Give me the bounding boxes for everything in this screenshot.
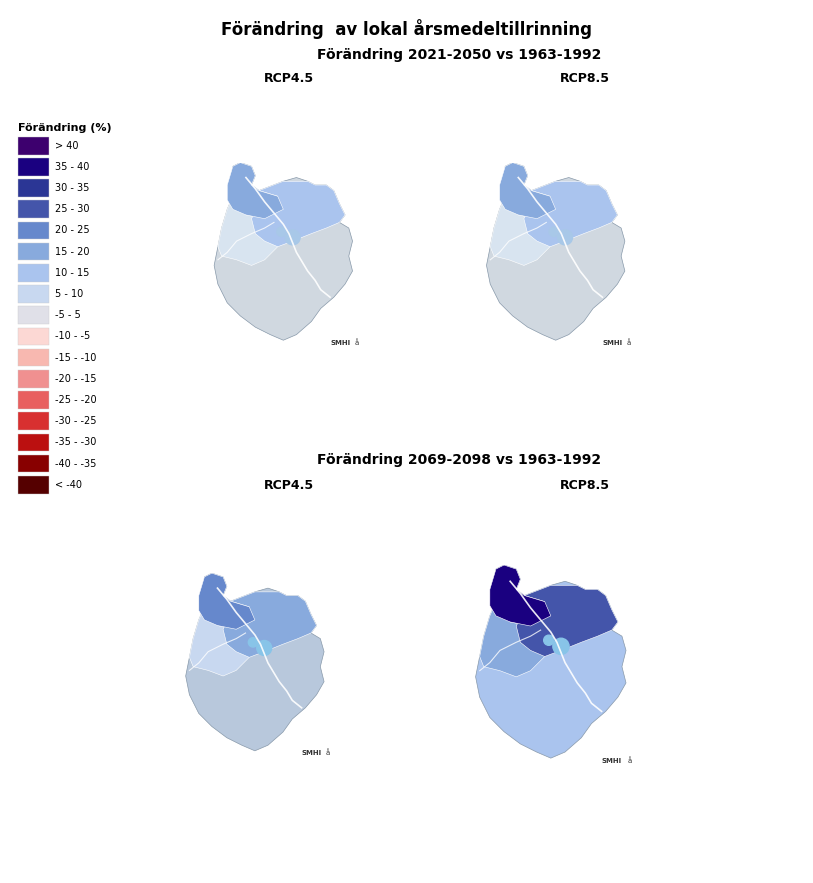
Text: 10 - 15: 10 - 15 (55, 268, 89, 278)
Text: å: å (627, 339, 631, 346)
Text: -10 - -5: -10 - -5 (55, 331, 90, 342)
Text: SMHI: SMHI (330, 340, 350, 346)
Text: å: å (326, 750, 330, 757)
Text: -35 - -30: -35 - -30 (55, 437, 97, 448)
Text: SMHI: SMHI (302, 751, 322, 757)
Text: å: å (354, 339, 359, 346)
Text: -20 - -15: -20 - -15 (55, 374, 97, 384)
Text: 30 - 35: 30 - 35 (55, 183, 89, 193)
Text: 35 - 40: 35 - 40 (55, 162, 89, 172)
Circle shape (248, 638, 258, 647)
Text: RCP8.5: RCP8.5 (560, 479, 611, 492)
Circle shape (558, 230, 572, 245)
Text: -30 - -25: -30 - -25 (55, 416, 97, 426)
Circle shape (285, 230, 300, 245)
Polygon shape (223, 592, 316, 657)
Text: SMHI: SMHI (602, 340, 623, 346)
Polygon shape (490, 196, 556, 266)
Text: Förändring 2021-2050 vs 1963-1992: Förändring 2021-2050 vs 1963-1992 (317, 48, 602, 62)
Polygon shape (516, 585, 618, 656)
Text: RCP8.5: RCP8.5 (560, 72, 611, 86)
Text: RCP4.5: RCP4.5 (263, 479, 314, 492)
Text: > 40: > 40 (55, 140, 79, 151)
Polygon shape (480, 601, 550, 677)
Polygon shape (476, 565, 626, 758)
Text: -5 - 5: -5 - 5 (55, 310, 81, 321)
Circle shape (553, 638, 569, 654)
Polygon shape (227, 162, 283, 219)
Text: SMHI: SMHI (602, 758, 622, 764)
Polygon shape (185, 573, 324, 751)
Text: 25 - 30: 25 - 30 (55, 204, 89, 215)
Text: 15 - 20: 15 - 20 (55, 246, 89, 257)
Text: -40 - -35: -40 - -35 (55, 458, 97, 469)
Polygon shape (218, 196, 283, 266)
Text: å: å (628, 758, 633, 764)
Polygon shape (198, 573, 255, 630)
Text: 20 - 25: 20 - 25 (55, 225, 90, 236)
Text: -25 - -20: -25 - -20 (55, 395, 97, 405)
Text: < -40: < -40 (55, 479, 82, 490)
Text: Förändring 2069-2098 vs 1963-1992: Förändring 2069-2098 vs 1963-1992 (317, 453, 602, 467)
Text: 5 - 10: 5 - 10 (55, 289, 84, 299)
Text: Förändring (%): Förändring (%) (18, 124, 111, 133)
Polygon shape (499, 162, 556, 219)
Text: Förändring  av lokal årsmedeltillrinning: Förändring av lokal årsmedeltillrinning (221, 19, 592, 40)
Polygon shape (489, 565, 550, 626)
Text: -15 - -10: -15 - -10 (55, 352, 97, 363)
Polygon shape (189, 607, 255, 676)
Circle shape (549, 227, 559, 237)
Polygon shape (486, 162, 625, 340)
Circle shape (257, 640, 272, 655)
Text: RCP4.5: RCP4.5 (263, 72, 314, 86)
Polygon shape (251, 181, 345, 246)
Circle shape (544, 635, 554, 645)
Circle shape (276, 227, 286, 237)
Polygon shape (524, 181, 617, 246)
Polygon shape (214, 162, 353, 340)
